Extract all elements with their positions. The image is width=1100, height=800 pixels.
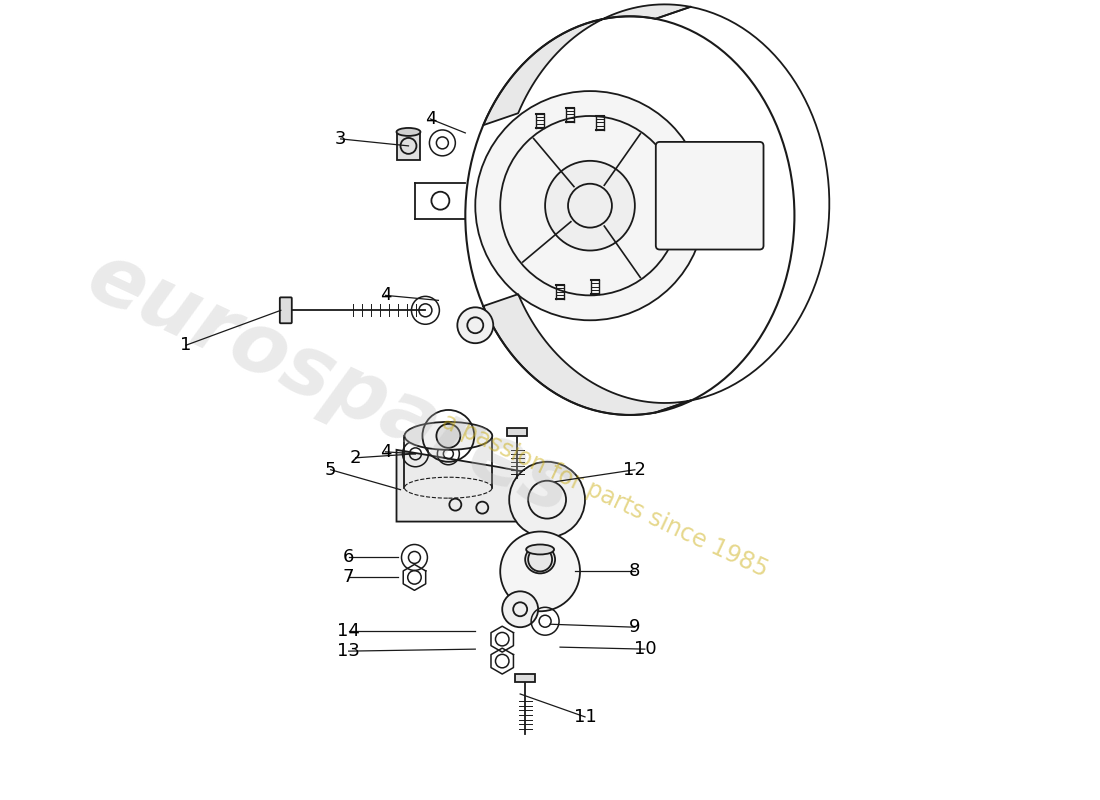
Circle shape — [437, 424, 460, 448]
Text: a passion for parts since 1985: a passion for parts since 1985 — [438, 410, 772, 582]
Circle shape — [509, 462, 585, 538]
Text: 9: 9 — [629, 618, 640, 636]
Circle shape — [500, 531, 580, 611]
Text: 3: 3 — [334, 130, 346, 148]
Text: 4: 4 — [425, 110, 437, 128]
Text: 8: 8 — [629, 562, 640, 581]
Text: 2: 2 — [350, 449, 362, 466]
Text: 11: 11 — [573, 708, 596, 726]
Text: 4: 4 — [379, 286, 392, 304]
Circle shape — [503, 591, 538, 627]
Circle shape — [458, 307, 493, 343]
FancyBboxPatch shape — [656, 142, 763, 250]
Text: 10: 10 — [634, 640, 656, 658]
Text: 4: 4 — [379, 443, 392, 461]
Circle shape — [475, 91, 705, 320]
Text: 1: 1 — [180, 336, 191, 354]
Text: 12: 12 — [624, 461, 647, 478]
Bar — [396, 132, 420, 160]
FancyBboxPatch shape — [279, 298, 292, 323]
Bar — [507, 428, 527, 436]
Text: 5: 5 — [324, 461, 337, 478]
Ellipse shape — [405, 422, 492, 450]
Bar — [515, 674, 535, 682]
Text: 7: 7 — [343, 568, 354, 586]
Ellipse shape — [526, 545, 554, 554]
Text: 14: 14 — [338, 622, 360, 640]
Text: 6: 6 — [343, 549, 354, 566]
Polygon shape — [483, 294, 691, 415]
Ellipse shape — [525, 546, 556, 574]
Circle shape — [546, 161, 635, 250]
Ellipse shape — [396, 128, 420, 136]
Polygon shape — [483, 4, 691, 125]
Text: 13: 13 — [338, 642, 360, 660]
Text: eurospares: eurospares — [75, 236, 586, 532]
Polygon shape — [396, 450, 578, 522]
